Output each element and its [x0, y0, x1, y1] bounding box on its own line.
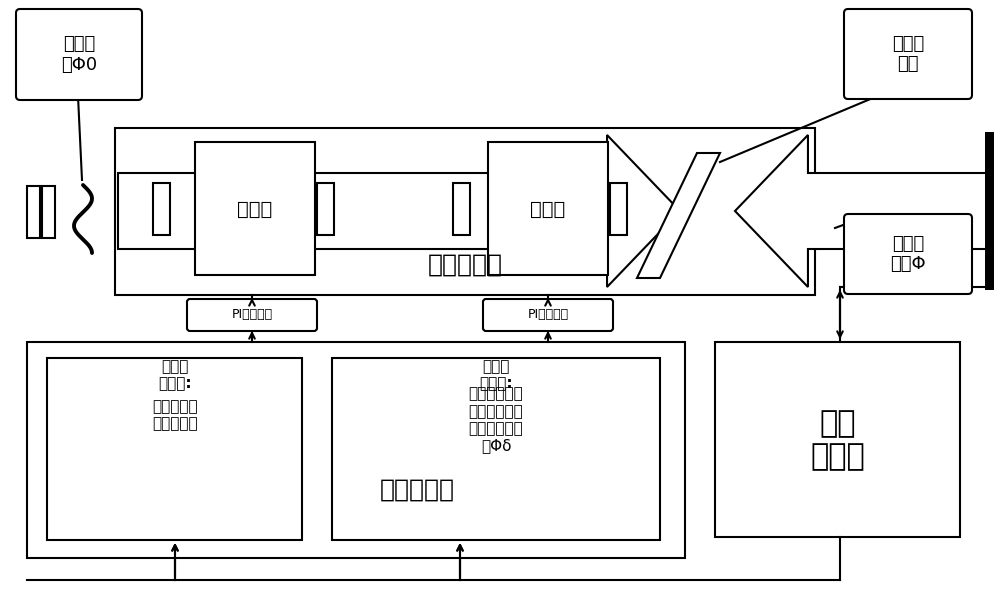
Bar	[27, 186, 40, 238]
FancyBboxPatch shape	[187, 299, 317, 331]
Text: 波前校正器: 波前校正器	[428, 253, 503, 277]
FancyBboxPatch shape	[16, 9, 142, 100]
Text: 倾斜镜
处理机:: 倾斜镜 处理机:	[158, 359, 192, 391]
Bar	[42, 186, 55, 238]
Text: PI驱动控制: PI驱动控制	[527, 309, 569, 322]
Bar	[195, 142, 315, 275]
Text: 倾斜镜: 倾斜镜	[237, 200, 273, 218]
Text: 波前
探测器: 波前 探测器	[811, 408, 865, 471]
Polygon shape	[735, 135, 990, 287]
FancyBboxPatch shape	[483, 299, 613, 331]
Polygon shape	[637, 153, 720, 278]
Text: 畚变波
前Φ0: 畚变波 前Φ0	[61, 35, 97, 74]
Bar	[317, 183, 334, 235]
Text: 波前处理机: 波前处理机	[380, 478, 454, 502]
Bar	[332, 358, 660, 540]
Bar	[610, 183, 627, 235]
Bar	[47, 358, 302, 540]
FancyBboxPatch shape	[844, 9, 972, 99]
FancyBboxPatch shape	[844, 214, 972, 294]
Bar	[715, 342, 960, 537]
Text: 限定只校正
解倾斜像差: 限定只校正 解倾斜像差	[152, 399, 198, 431]
Text: 分光镜
组件: 分光镜 组件	[892, 35, 924, 74]
Bar	[115, 128, 815, 295]
Text: 限定不校正倾
斜像差，只校
正其余像差相
差Φδ: 限定不校正倾 斜像差，只校 正其余像差相 差Φδ	[469, 386, 523, 454]
Bar	[488, 142, 608, 275]
Bar	[453, 183, 470, 235]
Text: PI驱动控制: PI驱动控制	[231, 309, 273, 322]
Polygon shape	[118, 135, 680, 287]
Text: 变形镜: 变形镜	[530, 200, 566, 218]
Bar	[985, 132, 994, 290]
Text: 变形镜
处理机:: 变形镜 处理机:	[479, 359, 513, 391]
Bar	[27, 342, 685, 558]
Text: 校正后
波前Φ: 校正后 波前Φ	[890, 234, 926, 273]
Bar	[153, 183, 170, 235]
